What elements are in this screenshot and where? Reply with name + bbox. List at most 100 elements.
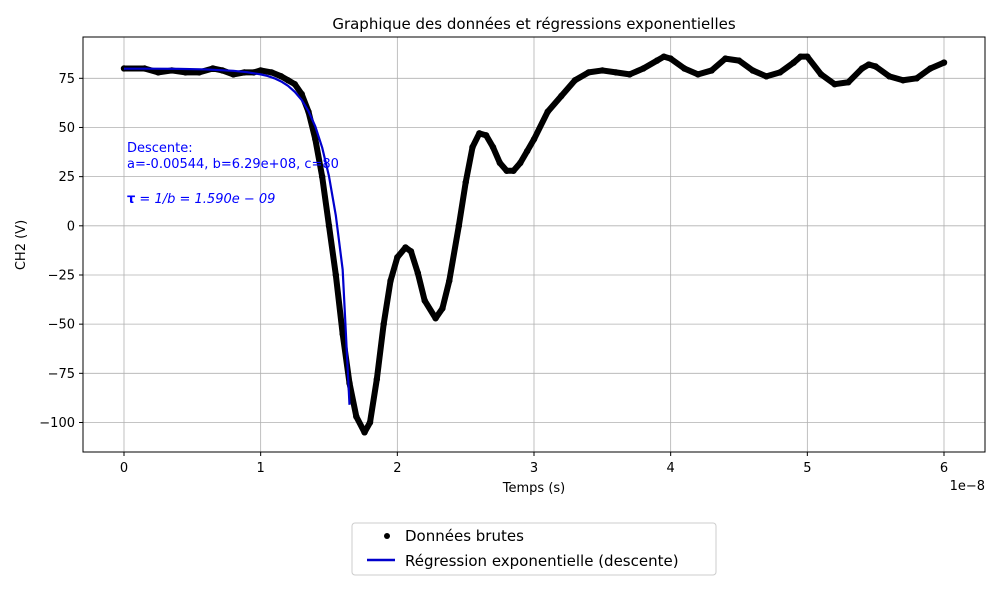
raw-data-point xyxy=(899,77,907,84)
raw-data-point xyxy=(872,63,879,70)
raw-data-point xyxy=(291,81,299,88)
legend-label-raw: Données brutes xyxy=(405,527,524,545)
raw-data-point xyxy=(462,179,469,186)
raw-data-point xyxy=(387,277,394,285)
raw-data-point xyxy=(790,59,797,66)
series-raw-data xyxy=(120,53,948,436)
raw-data-point xyxy=(394,254,401,261)
raw-data-point xyxy=(585,69,592,76)
raw-data-point xyxy=(439,305,446,312)
x-tick-label: 2 xyxy=(393,461,401,476)
raw-data-point xyxy=(284,77,292,84)
raw-data-point xyxy=(940,59,948,66)
raw-data-point xyxy=(414,269,422,277)
raw-data-point xyxy=(865,61,873,68)
raw-data-point xyxy=(927,65,934,72)
raw-data-point xyxy=(312,136,319,143)
raw-data-point xyxy=(402,244,409,251)
raw-data-point xyxy=(496,159,504,167)
raw-data-point xyxy=(797,53,804,60)
legend: Données brutes Régression exponentielle … xyxy=(351,522,717,576)
raw-data-point xyxy=(339,330,346,338)
raw-data-point xyxy=(380,320,387,328)
raw-data-point xyxy=(804,53,811,60)
raw-data-point xyxy=(298,90,305,98)
y-tick-label: 75 xyxy=(58,72,75,87)
raw-data-point xyxy=(626,71,633,78)
raw-data-point xyxy=(544,108,551,115)
raw-data-point xyxy=(432,315,439,322)
y-tick-label: 0 xyxy=(67,219,75,234)
raw-data-point xyxy=(667,55,674,62)
raw-data-point xyxy=(694,71,702,78)
annotation-tau-symbol: τ xyxy=(127,192,135,207)
raw-data-point xyxy=(722,55,729,62)
raw-data-point xyxy=(469,143,476,151)
raw-data-point xyxy=(277,73,285,80)
raw-data-point xyxy=(182,69,189,76)
raw-data-point xyxy=(599,67,606,74)
x-axis-label: Temps (s) xyxy=(502,481,565,496)
raw-data-point xyxy=(366,419,374,426)
raw-data-point xyxy=(421,297,428,304)
raw-data-point xyxy=(373,376,381,383)
raw-data-point xyxy=(353,413,360,420)
legend-label-fit: Régression exponentielle (descente) xyxy=(405,552,679,570)
raw-data-point xyxy=(517,159,524,167)
raw-data-point xyxy=(776,69,784,76)
raw-data-point xyxy=(503,167,510,174)
raw-data-point xyxy=(708,67,715,74)
raw-data-point xyxy=(653,57,661,64)
raw-data-point xyxy=(476,130,483,137)
raw-data-point xyxy=(763,73,770,80)
raw-data-point xyxy=(332,271,340,279)
y-tick-label: −100 xyxy=(39,416,75,431)
raw-data-point xyxy=(845,79,852,86)
annotation-tau-formula: = 1/b = 1.590e − 09 xyxy=(135,192,275,207)
raw-data-point xyxy=(831,81,838,88)
x-tick-label: 4 xyxy=(667,461,675,476)
x-offset-text: 1e−8 xyxy=(950,479,985,494)
x-tick-label: 1 xyxy=(257,461,265,476)
raw-data-point xyxy=(571,77,579,84)
raw-data-point xyxy=(817,71,825,78)
raw-data-point xyxy=(735,57,743,64)
x-tick-label: 0 xyxy=(120,461,128,476)
x-axis-ticks: 0 1 2 3 4 5 6 xyxy=(120,452,948,476)
raw-data-point xyxy=(257,67,264,74)
annotation-tau: τ = 1/b = 1.590e − 09 xyxy=(127,192,275,207)
annotation-line2: a=-0.00544, b=6.29e+08, c=80 xyxy=(127,157,339,172)
legend-marker-raw xyxy=(384,533,390,539)
raw-data-point xyxy=(530,136,538,143)
y-tick-label: −50 xyxy=(48,318,75,333)
x-tick-label: 3 xyxy=(530,461,538,476)
raw-data-point xyxy=(455,222,463,230)
y-tick-label: 25 xyxy=(58,170,75,185)
raw-data-point xyxy=(230,71,237,78)
raw-data-point xyxy=(558,92,565,100)
raw-data-point xyxy=(640,65,647,72)
raw-data-point xyxy=(489,143,497,151)
fit-line xyxy=(124,67,351,405)
raw-data-point xyxy=(858,65,866,72)
raw-data-point xyxy=(660,53,668,60)
chart-title: Graphique des données et régressions exp… xyxy=(332,15,736,33)
raw-data-point xyxy=(361,429,368,436)
series-exponential-fit xyxy=(124,67,351,405)
x-tick-label: 5 xyxy=(803,461,811,476)
y-tick-label: −75 xyxy=(48,367,75,382)
raw-data-point xyxy=(318,173,326,180)
legend-box xyxy=(351,522,717,576)
raw-data-point xyxy=(482,132,490,139)
raw-data-point xyxy=(268,69,275,76)
y-tick-label: −25 xyxy=(48,268,75,283)
y-tick-label: 50 xyxy=(58,121,75,136)
annotation-line1: Descente: xyxy=(127,141,193,156)
raw-data-point xyxy=(510,167,517,174)
raw-data-point xyxy=(523,147,531,155)
raw-data-point xyxy=(913,75,920,82)
y-axis-label: CH2 (V) xyxy=(14,220,29,270)
raw-data-point xyxy=(154,69,162,76)
raw-data-point xyxy=(886,73,893,80)
